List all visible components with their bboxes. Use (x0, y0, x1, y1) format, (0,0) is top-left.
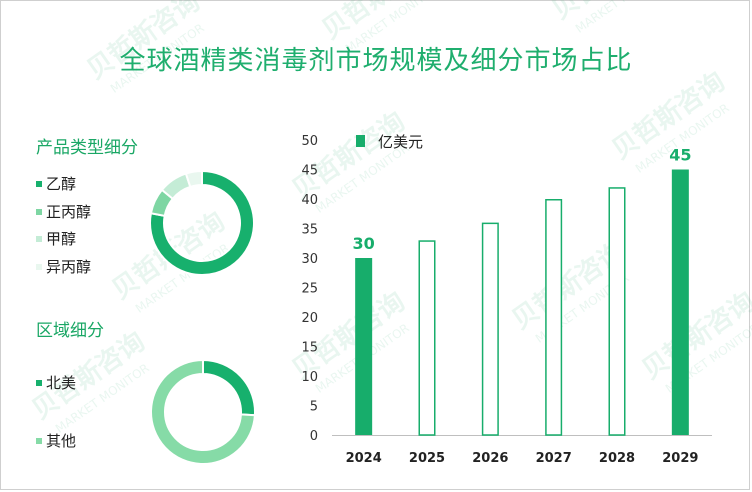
legend-item-north-america: 北美 (36, 373, 76, 393)
y-tick-label: 20 (301, 311, 318, 326)
y-tick-label: 50 (301, 134, 318, 149)
product-donut-chart (149, 169, 255, 276)
legend-item-methanol: 甲醇 (36, 229, 76, 249)
product-section-title: 产品类型细分 (36, 138, 138, 158)
bar-2026 (481, 222, 499, 436)
product-donut-slice (184, 169, 203, 189)
legend-item-npropanol: 正丙醇 (36, 202, 91, 222)
legend-swatch-series (356, 135, 365, 147)
product-donut-slice (149, 169, 255, 276)
legend-label-series: 亿美元 (378, 133, 423, 151)
legend-swatch (36, 235, 42, 242)
data-label-2024: 30 (353, 234, 375, 253)
y-tick-label: 35 (301, 223, 318, 238)
y-tick-label: 0 (310, 429, 318, 444)
region-section-title: 区域细分 (36, 321, 104, 341)
region-donut-chart (150, 358, 256, 465)
region-donut-slice (150, 358, 256, 465)
x-tick-label: 2029 (662, 451, 698, 466)
legend-label: 北美 (46, 374, 77, 392)
x-tick-label: 2024 (346, 451, 382, 466)
y-tick-label: 45 (301, 164, 318, 179)
bar-2028 (608, 187, 626, 436)
bar-2024 (355, 258, 373, 435)
legend-swatch (36, 180, 42, 187)
y-tick-label: 10 (301, 370, 318, 385)
y-tick-label: 25 (301, 282, 318, 297)
x-tick-label: 2027 (536, 451, 572, 466)
legend-label: 异丙醇 (46, 258, 92, 276)
data-label-2029: 45 (669, 146, 691, 165)
legend-item-other: 其他 (36, 431, 76, 451)
y-tick-label: 40 (301, 193, 318, 208)
bar-2025 (418, 240, 436, 436)
legend-label: 正丙醇 (46, 203, 92, 221)
legend-item-ethanol: 乙醇 (36, 174, 76, 194)
legend-label: 甲醇 (46, 230, 77, 248)
bar-2027 (545, 199, 563, 436)
y-tick-label: 30 (301, 252, 318, 267)
x-tick-label: 2028 (599, 451, 635, 466)
legend-item-isopropanol: 异丙醇 (36, 257, 91, 277)
legend-label: 乙醇 (46, 175, 77, 193)
y-tick-label: 5 (310, 400, 318, 415)
chart-title: 全球酒精类消毒剂市场规模及细分市场占比 (119, 46, 633, 76)
legend-swatch (36, 208, 42, 215)
y-tick-label: 15 (301, 341, 318, 356)
x-tick-label: 2026 (472, 451, 508, 466)
legend-swatch (36, 437, 42, 444)
legend-swatch (36, 263, 42, 270)
legend-swatch (36, 379, 42, 386)
legend-label: 其他 (46, 432, 77, 450)
x-tick-label: 2025 (409, 451, 445, 466)
bar-2029 (671, 169, 689, 435)
